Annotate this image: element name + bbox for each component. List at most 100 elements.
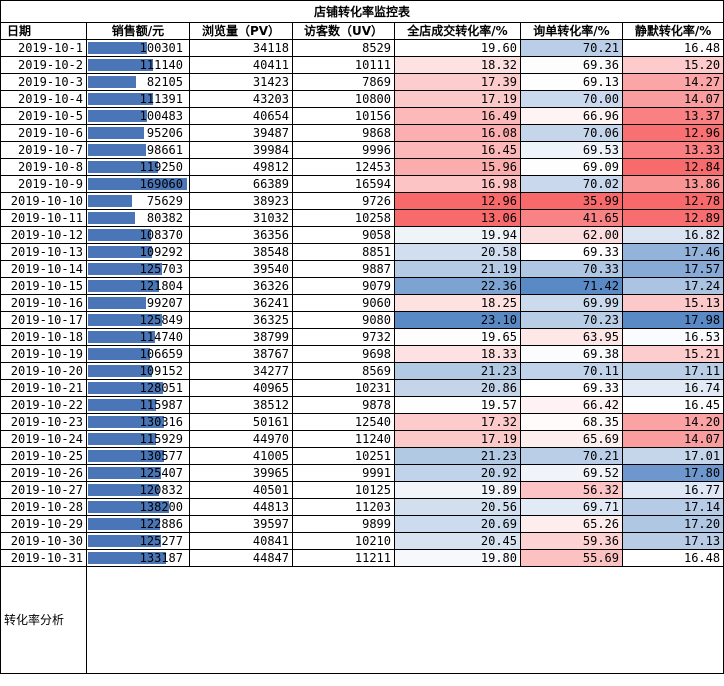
cell-date[interactable]: 2019-10-10 — [0, 192, 87, 210]
cell-silent-conversion[interactable]: 15.21 — [621, 345, 724, 363]
cell-sales[interactable]: 111140 — [86, 56, 190, 74]
cell-inquiry-conversion[interactable]: 69.09 — [520, 158, 623, 176]
cell-store-conversion[interactable]: 16.98 — [394, 175, 521, 193]
cell-uv[interactable]: 7869 — [292, 73, 395, 91]
cell-store-conversion[interactable]: 19.89 — [394, 481, 521, 499]
cell-date[interactable]: 2019-10-5 — [0, 107, 87, 125]
cell-silent-conversion[interactable]: 16.48 — [621, 39, 724, 57]
cell-store-conversion[interactable]: 20.58 — [394, 243, 521, 261]
cell-inquiry-conversion[interactable]: 59.36 — [520, 532, 623, 550]
cell-pv[interactable]: 39487 — [189, 124, 293, 142]
cell-silent-conversion[interactable]: 16.53 — [621, 328, 724, 346]
cell-inquiry-conversion[interactable]: 41.65 — [520, 209, 623, 227]
cell-pv[interactable]: 36356 — [189, 226, 293, 244]
cell-uv[interactable]: 11203 — [292, 498, 395, 516]
cell-pv[interactable]: 38923 — [189, 192, 293, 210]
cell-pv[interactable]: 36241 — [189, 294, 293, 312]
cell-pv[interactable]: 34277 — [189, 362, 293, 380]
cell-sales[interactable]: 109152 — [86, 362, 190, 380]
header-inquiry-conversion[interactable]: 询单转化率/% — [520, 22, 623, 40]
cell-pv[interactable]: 66389 — [189, 175, 293, 193]
cell-pv[interactable]: 44847 — [189, 549, 293, 567]
cell-date[interactable]: 2019-10-22 — [0, 396, 87, 414]
cell-inquiry-conversion[interactable]: 69.71 — [520, 498, 623, 516]
cell-uv[interactable]: 10251 — [292, 447, 395, 465]
cell-sales[interactable]: 125849 — [86, 311, 190, 329]
cell-sales[interactable]: 108370 — [86, 226, 190, 244]
header-store-conversion[interactable]: 全店成交转化率/% — [394, 22, 521, 40]
cell-sales[interactable]: 106659 — [86, 345, 190, 363]
cell-pv[interactable]: 36325 — [189, 311, 293, 329]
cell-sales[interactable]: 130316 — [86, 413, 190, 431]
cell-pv[interactable]: 40654 — [189, 107, 293, 125]
cell-silent-conversion[interactable]: 17.98 — [621, 311, 724, 329]
cell-inquiry-conversion[interactable]: 69.38 — [520, 345, 623, 363]
cell-date[interactable]: 2019-10-28 — [0, 498, 87, 516]
header-silent-conversion[interactable]: 静默转化率/% — [621, 22, 724, 40]
header-date[interactable]: 日期 — [0, 22, 87, 40]
cell-inquiry-conversion[interactable]: 69.52 — [520, 464, 623, 482]
cell-uv[interactable]: 8851 — [292, 243, 395, 261]
cell-sales[interactable]: 125703 — [86, 260, 190, 278]
cell-sales[interactable]: 125277 — [86, 532, 190, 550]
cell-date[interactable]: 2019-10-2 — [0, 56, 87, 74]
cell-date[interactable]: 2019-10-30 — [0, 532, 87, 550]
cell-store-conversion[interactable]: 21.23 — [394, 362, 521, 380]
cell-sales[interactable]: 80382 — [86, 209, 190, 227]
cell-silent-conversion[interactable]: 14.27 — [621, 73, 724, 91]
cell-silent-conversion[interactable]: 13.86 — [621, 175, 724, 193]
cell-sales[interactable]: 100483 — [86, 107, 190, 125]
cell-date[interactable]: 2019-10-6 — [0, 124, 87, 142]
cell-silent-conversion[interactable]: 14.07 — [621, 90, 724, 108]
cell-inquiry-conversion[interactable]: 35.99 — [520, 192, 623, 210]
cell-silent-conversion[interactable]: 17.80 — [621, 464, 724, 482]
cell-store-conversion[interactable]: 18.25 — [394, 294, 521, 312]
cell-silent-conversion[interactable]: 17.24 — [621, 277, 724, 295]
cell-uv[interactable]: 12540 — [292, 413, 395, 431]
cell-inquiry-conversion[interactable]: 65.26 — [520, 515, 623, 533]
cell-sales[interactable]: 169060 — [86, 175, 190, 193]
cell-silent-conversion[interactable]: 12.89 — [621, 209, 724, 227]
cell-sales[interactable]: 109292 — [86, 243, 190, 261]
cell-sales[interactable]: 99207 — [86, 294, 190, 312]
cell-store-conversion[interactable]: 19.60 — [394, 39, 521, 57]
cell-uv[interactable]: 10111 — [292, 56, 395, 74]
cell-silent-conversion[interactable]: 17.20 — [621, 515, 724, 533]
cell-date[interactable]: 2019-10-13 — [0, 243, 87, 261]
cell-inquiry-conversion[interactable]: 69.99 — [520, 294, 623, 312]
cell-uv[interactable]: 10258 — [292, 209, 395, 227]
cell-uv[interactable]: 8529 — [292, 39, 395, 57]
header-uv[interactable]: 访客数（UV） — [292, 22, 395, 40]
cell-inquiry-conversion[interactable]: 70.21 — [520, 39, 623, 57]
cell-inquiry-conversion[interactable]: 66.96 — [520, 107, 623, 125]
cell-date[interactable]: 2019-10-24 — [0, 430, 87, 448]
cell-sales[interactable]: 125407 — [86, 464, 190, 482]
cell-store-conversion[interactable]: 12.96 — [394, 192, 521, 210]
cell-uv[interactable]: 9991 — [292, 464, 395, 482]
cell-sales[interactable]: 133187 — [86, 549, 190, 567]
cell-store-conversion[interactable]: 17.39 — [394, 73, 521, 91]
cell-uv[interactable]: 9058 — [292, 226, 395, 244]
cell-pv[interactable]: 40965 — [189, 379, 293, 397]
cell-inquiry-conversion[interactable]: 69.33 — [520, 243, 623, 261]
cell-inquiry-conversion[interactable]: 66.42 — [520, 396, 623, 414]
cell-store-conversion[interactable]: 17.32 — [394, 413, 521, 431]
table-title[interactable]: 店铺转化率监控表 — [0, 0, 724, 23]
cell-sales[interactable]: 130577 — [86, 447, 190, 465]
cell-pv[interactable]: 39984 — [189, 141, 293, 159]
cell-date[interactable]: 2019-10-7 — [0, 141, 87, 159]
cell-date[interactable]: 2019-10-14 — [0, 260, 87, 278]
cell-sales[interactable]: 95206 — [86, 124, 190, 142]
cell-silent-conversion[interactable]: 15.20 — [621, 56, 724, 74]
cell-uv[interactable]: 10231 — [292, 379, 395, 397]
cell-uv[interactable]: 10125 — [292, 481, 395, 499]
cell-uv[interactable]: 9080 — [292, 311, 395, 329]
cell-uv[interactable]: 9996 — [292, 141, 395, 159]
cell-silent-conversion[interactable]: 16.82 — [621, 226, 724, 244]
cell-silent-conversion[interactable]: 12.84 — [621, 158, 724, 176]
cell-uv[interactable]: 9079 — [292, 277, 395, 295]
cell-inquiry-conversion[interactable]: 69.13 — [520, 73, 623, 91]
cell-store-conversion[interactable]: 23.10 — [394, 311, 521, 329]
cell-store-conversion[interactable]: 19.80 — [394, 549, 521, 567]
cell-silent-conversion[interactable]: 14.07 — [621, 430, 724, 448]
